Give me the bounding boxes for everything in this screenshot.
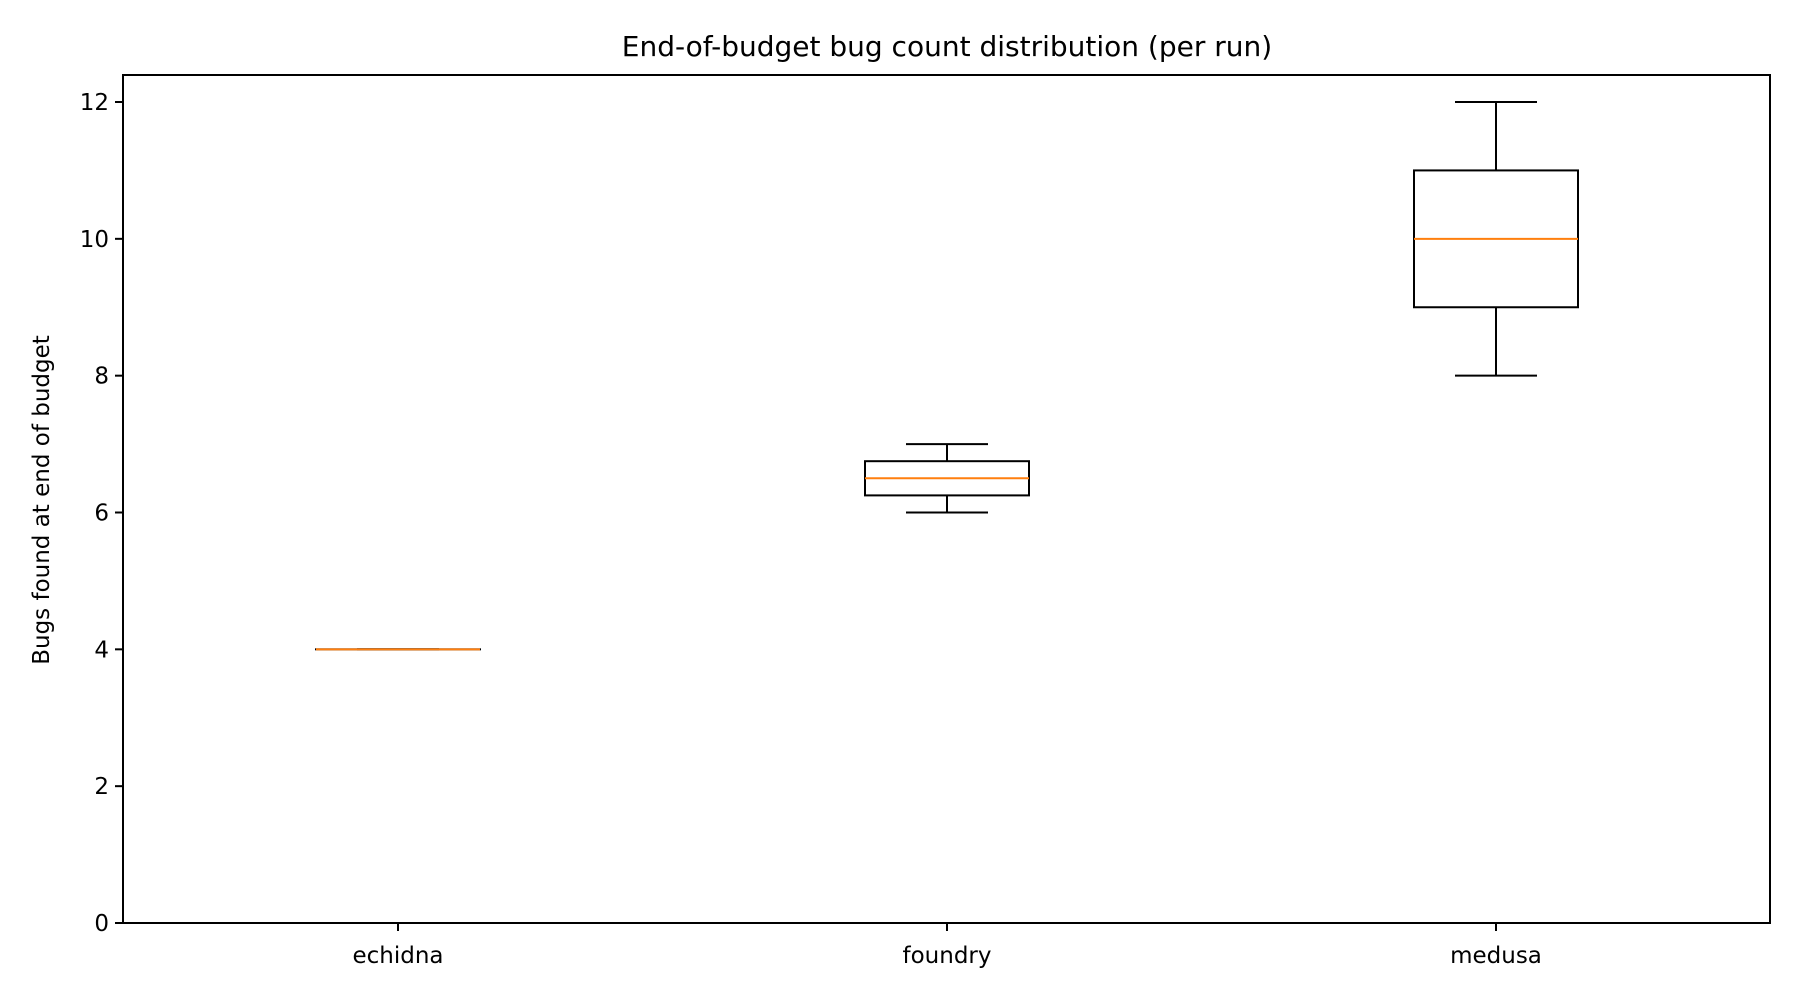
box-foundry (864, 443, 1030, 514)
x-axis: echidna foundry medusa (352, 923, 1542, 969)
y-tick-label: 0 (94, 911, 109, 937)
y-tick-label: 6 (94, 501, 109, 527)
y-tick-label: 8 (94, 364, 109, 390)
box-medusa (1413, 101, 1579, 377)
x-tick-label: medusa (1450, 943, 1542, 969)
y-tick-label: 2 (94, 774, 109, 800)
y-axis: 0 2 4 6 8 10 12 (80, 90, 123, 937)
y-tick-label: 4 (94, 637, 109, 663)
y-tick-label: 12 (80, 90, 109, 116)
x-tick-label: echidna (352, 943, 443, 969)
plot-area (315, 101, 1579, 651)
chart-title: End-of-budget bug count distribution (pe… (622, 30, 1272, 63)
y-tick-label: 10 (80, 227, 109, 253)
x-tick-label: foundry (903, 943, 992, 969)
y-axis-label: Bugs found at end of budget (29, 335, 55, 665)
axes-frame (122, 74, 1771, 924)
